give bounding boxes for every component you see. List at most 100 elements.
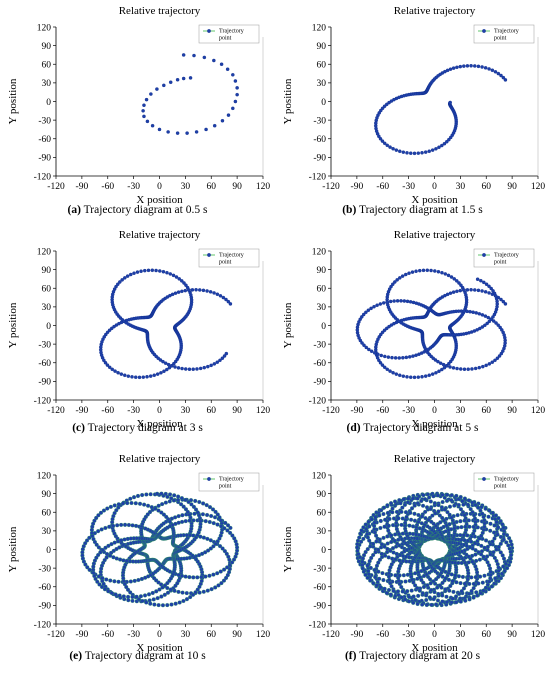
trajectory-point [103,525,108,530]
trajectory-point [396,516,401,521]
trajectory-point [484,363,488,368]
trajectory-point [361,525,366,530]
trajectory-point [436,269,441,274]
trajectory-point [390,355,394,360]
trajectory-point [466,518,471,523]
trajectory-point [165,270,169,275]
trajectory-point [403,597,408,602]
trajectory-point [455,289,459,294]
trajectory-point [372,567,377,573]
trajectory-point [435,493,440,498]
trajectory-point [176,290,181,294]
trajectory-point [385,300,389,304]
trajectory-point [425,583,430,588]
trajectory-point [479,278,483,283]
trajectory-point [161,359,165,364]
trajectory-point [113,369,117,373]
trajectory-point [211,521,216,526]
trajectory-point [487,508,492,513]
trajectory-point [199,575,204,580]
trajectory-point [446,577,451,582]
chart-panel-d: Relative trajectory -120 -90 -60 -30 0 30 60 90 1… [275,224,550,448]
trajectory-point [499,297,503,302]
trajectory-point [383,553,388,558]
x-tick-label: -90 [351,406,364,416]
trajectory-point [193,507,199,512]
trajectory-point [95,579,100,584]
trajectory-point [492,291,497,296]
trajectory-point [403,579,408,584]
trajectory-point [443,272,448,276]
caption-text: Trajectory diagram at 5 s [363,422,479,434]
trajectory-point [437,145,441,150]
trajectory-point [100,547,105,553]
trajectory-point [469,539,474,544]
trajectory-point [434,147,438,151]
trajectory-point [128,579,133,584]
trajectory-point [96,529,101,534]
trajectory-point [426,517,431,522]
trajectory-point [389,539,394,545]
x-tick-label: 90 [507,630,517,640]
trajectory-point [384,590,389,596]
y-tick-label: 120 [312,23,327,33]
trajectory-point [466,367,470,371]
legend-label: point [219,36,232,42]
trajectory-point [377,513,382,518]
trajectory-point [487,362,492,366]
trajectory-point [455,525,460,530]
trajectory-point [458,494,463,500]
trajectory-point [501,75,506,80]
trajectory-point [151,597,156,602]
trajectory-point [496,71,501,76]
trajectory-point [385,503,390,508]
trajectory-point [496,574,501,579]
x-tick-label: 30 [181,630,191,640]
trajectory-point [462,367,467,371]
trajectory-point [85,565,90,570]
y-tick-label: 120 [37,247,52,257]
y-tick-label: 0 [321,546,326,556]
trajectory-point [492,530,497,535]
trajectory-point [225,528,230,533]
legend-label: point [494,36,507,42]
trajectory-point [208,546,213,551]
trajectory-point [172,588,177,593]
y-tick-label: -30 [313,564,326,574]
trajectory-point [183,574,188,579]
trajectory-point [372,351,377,355]
trajectory-point [489,317,494,322]
trajectory-point [121,594,126,599]
trajectory-point [226,299,231,304]
trajectory-point [450,596,455,601]
trajectory-point [129,500,134,506]
y-tick-label: -90 [38,154,51,164]
trajectory-point [194,288,198,292]
trajectory-point [176,514,181,519]
trajectory-point [434,371,438,375]
trajectory-point [160,603,165,608]
trajectory-point [112,579,117,584]
trajectory-point [473,366,478,371]
trajectory-point [416,151,421,155]
trajectory-point [414,353,418,357]
trajectory-point [460,285,465,290]
trajectory-point [454,493,459,498]
trajectory-point [181,504,186,509]
trajectory-point [367,524,372,529]
trajectory-point [428,499,433,504]
trajectory-point [461,533,466,538]
trajectory-point [409,517,414,522]
trajectory-point [393,280,397,284]
trajectory-point [429,268,433,273]
trajectory-point [191,592,196,597]
trajectory-point [481,588,486,593]
trajectory-point [218,569,223,574]
trajectory-point [386,355,391,359]
trajectory-point [398,149,402,154]
trajectory-point [364,345,369,350]
x-tick-label: 0 [157,630,162,640]
trajectory-point [118,557,123,562]
trajectory-point [100,576,105,581]
trajectory-point [215,512,220,517]
